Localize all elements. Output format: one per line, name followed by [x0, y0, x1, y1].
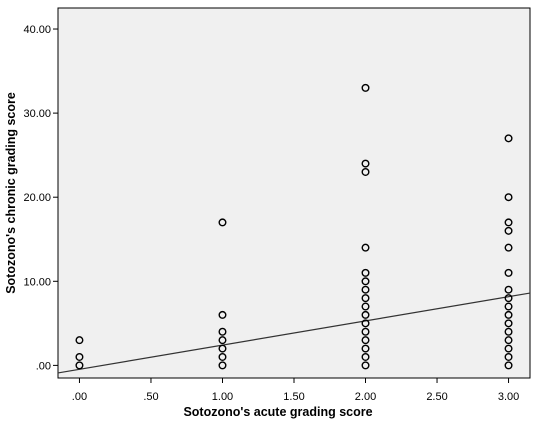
data-point [361, 319, 370, 328]
data-point [361, 167, 370, 176]
data-point [75, 361, 84, 370]
data-point [361, 285, 370, 294]
data-point [361, 352, 370, 361]
x-tick-label: .00 [72, 391, 87, 403]
data-point [361, 277, 370, 286]
y-tick-label: 20.00 [23, 192, 51, 204]
data-point [218, 218, 227, 227]
data-point [504, 310, 513, 319]
data-point [218, 310, 227, 319]
y-tick-label: .00 [36, 360, 51, 372]
data-point [361, 302, 370, 311]
x-tick-label: 2.50 [426, 391, 447, 403]
data-point [361, 361, 370, 370]
data-point [504, 285, 513, 294]
y-axis-ticks: .00 10.00 20.00 30.00 40.00 [23, 24, 58, 372]
y-tick-label: 10.00 [23, 276, 51, 288]
data-point [504, 268, 513, 277]
data-point [504, 193, 513, 202]
y-axis-title: Sotozono's chronic grading score [4, 92, 18, 294]
plot-area [57, 7, 531, 379]
data-point [361, 159, 370, 168]
data-point [504, 302, 513, 311]
data-point [75, 336, 84, 345]
x-axis-title: Sotozono's acute grading score [183, 405, 372, 419]
x-axis-ticks: .00 .50 1.00 1.50 2.00 2.50 3.00 [72, 378, 519, 403]
y-tick-label: 30.00 [23, 108, 51, 120]
data-point [218, 344, 227, 353]
data-point [504, 327, 513, 336]
data-points [75, 83, 513, 370]
regression-line-layer [57, 292, 531, 374]
x-tick-label: 1.50 [283, 391, 304, 403]
data-point [504, 134, 513, 143]
data-point [361, 310, 370, 319]
data-point [504, 352, 513, 361]
data-point [504, 344, 513, 353]
data-point [218, 361, 227, 370]
data-point [361, 336, 370, 345]
data-point [504, 243, 513, 252]
y-tick-label: 40.00 [23, 24, 51, 36]
data-point [361, 83, 370, 92]
regression-line [57, 292, 531, 374]
data-point [75, 352, 84, 361]
x-tick-label: 2.00 [355, 391, 376, 403]
data-point [504, 218, 513, 227]
x-tick-label: .50 [143, 391, 158, 403]
data-point [361, 243, 370, 252]
data-point [218, 336, 227, 345]
data-point [504, 226, 513, 235]
data-point [504, 319, 513, 328]
data-point [361, 327, 370, 336]
data-point [361, 344, 370, 353]
data-point [218, 327, 227, 336]
data-point [504, 361, 513, 370]
data-point [504, 336, 513, 345]
data-point [218, 352, 227, 361]
data-point [504, 294, 513, 303]
data-point [361, 268, 370, 277]
x-tick-label: 3.00 [498, 391, 519, 403]
x-tick-label: 1.00 [212, 391, 233, 403]
data-point [361, 294, 370, 303]
